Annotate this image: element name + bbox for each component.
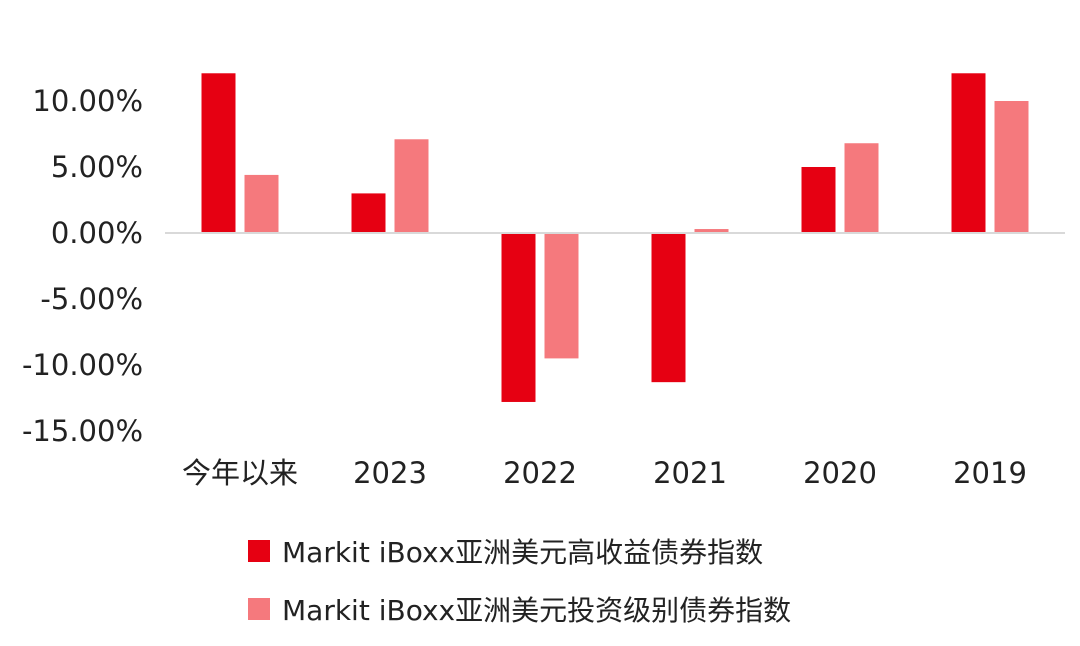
bar-series-1-5 [951,73,986,233]
bar-series-1-1 [351,193,386,233]
x-tick-label: 2022 [503,456,577,490]
y-tick-label: -5.00% [40,282,143,316]
bar-series-2-0 [244,174,279,233]
legend-swatch-high-yield [248,540,270,562]
bar-series-2-5 [994,101,1029,233]
x-tick-label: 2019 [953,456,1027,490]
y-tick-label: -10.00% [22,348,143,382]
bar-series-2-4 [844,143,879,233]
bar-series-1-0 [201,73,236,233]
bar-series-1-4 [801,167,836,233]
legend-swatch-investment-grade [248,598,270,620]
bar-series-2-2 [544,233,579,359]
x-tick-label: 今年以来 [182,456,298,490]
legend: Markit iBoxx亚洲美元高收益债券指数 Markit iBoxx亚洲美元… [248,530,791,646]
bars [201,73,1029,402]
legend-label-investment-grade: Markit iBoxx亚洲美元投资级别债券指数 [282,594,792,627]
y-tick-label: -15.00% [22,414,143,448]
bar-series-2-1 [394,139,429,233]
x-tick-label: 2023 [353,456,427,490]
x-tick-label: 2021 [653,456,727,490]
bar-series-2-3 [694,229,729,233]
legend-label-high-yield: Markit iBoxx亚洲美元高收益债券指数 [282,536,764,569]
y-axis-ticks: 10.00% 5.00% 0.00% -5.00% -10.00% -15.00% [22,84,143,448]
y-tick-label: 0.00% [51,216,143,250]
bar-series-1-3 [651,233,686,383]
y-tick-label: 5.00% [51,150,143,184]
x-axis-labels: 今年以来 2023 2022 2021 2020 2019 [182,456,1027,490]
bar-series-1-2 [501,233,536,402]
x-tick-label: 2020 [803,456,877,490]
legend-item-investment-grade: Markit iBoxx亚洲美元投资级别债券指数 [248,588,791,630]
y-tick-label: 10.00% [32,84,143,118]
legend-item-high-yield: Markit iBoxx亚洲美元高收益债券指数 [248,530,791,572]
